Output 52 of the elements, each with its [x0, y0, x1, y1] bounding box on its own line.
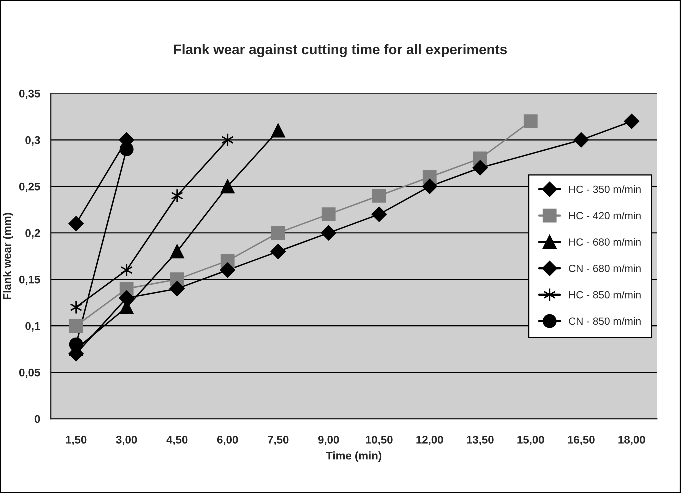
y-tick-label: 0,2 — [26, 229, 40, 239]
x-axis-title: Time (min) — [326, 452, 382, 462]
point — [120, 263, 133, 278]
x-tick-label: 1,50 — [66, 436, 87, 446]
point — [170, 244, 184, 259]
y-tick-label: 0,35 — [19, 90, 40, 100]
legend-label: HC - 420 m/min — [569, 212, 641, 220]
point — [574, 132, 589, 148]
point — [271, 124, 286, 138]
x-tick-label: 10,50 — [366, 436, 393, 446]
legend-label: HC - 680 m/min — [569, 238, 641, 246]
x-tick-label: 4,50 — [166, 436, 188, 446]
point — [171, 188, 184, 203]
y-tick-label: 0,25 — [19, 182, 40, 192]
point — [422, 179, 438, 194]
point — [524, 114, 538, 129]
chart-title: Flank wear against cutting time for all experiments — [174, 44, 508, 58]
x-tick-label: 9,00 — [318, 436, 340, 446]
point — [321, 226, 336, 241]
point — [372, 188, 386, 203]
point — [220, 262, 236, 278]
point — [70, 300, 82, 314]
x-tick-label: 16,50 — [568, 436, 595, 446]
point — [119, 290, 134, 306]
y-tick-label: 0,15 — [19, 276, 40, 286]
point — [68, 216, 84, 232]
legend-label: CN - 850 m/min — [569, 317, 641, 326]
x-tick-label: 18,00 — [618, 436, 646, 446]
y-axis-title: Flank wear (mm) — [3, 213, 14, 300]
point — [372, 206, 387, 222]
y-tick-label: 0,1 — [26, 322, 40, 332]
x-tick-label: 6,00 — [217, 436, 238, 446]
point — [170, 281, 185, 296]
y-tick-label: 0 — [34, 415, 40, 424]
y-tick-label: 0,05 — [19, 368, 40, 378]
point — [69, 319, 84, 334]
point — [472, 160, 488, 176]
legend-label: HC - 350 m/min — [569, 186, 641, 194]
legend-label: CN - 680 m/min — [569, 264, 641, 272]
legend-label: HC - 850 m/min — [569, 291, 641, 299]
point — [271, 226, 286, 240]
x-tick-label: 13,50 — [467, 436, 494, 446]
point — [270, 244, 286, 260]
x-tick-label: 12,00 — [416, 436, 444, 446]
point — [624, 114, 640, 130]
x-tick-label: 3,00 — [116, 436, 138, 446]
x-tick-label: 15,00 — [518, 436, 544, 446]
y-tick-label: 0,3 — [26, 136, 40, 146]
point — [222, 133, 234, 148]
x-tick-label: 7,50 — [268, 436, 289, 446]
point — [220, 180, 235, 194]
point — [322, 208, 336, 222]
